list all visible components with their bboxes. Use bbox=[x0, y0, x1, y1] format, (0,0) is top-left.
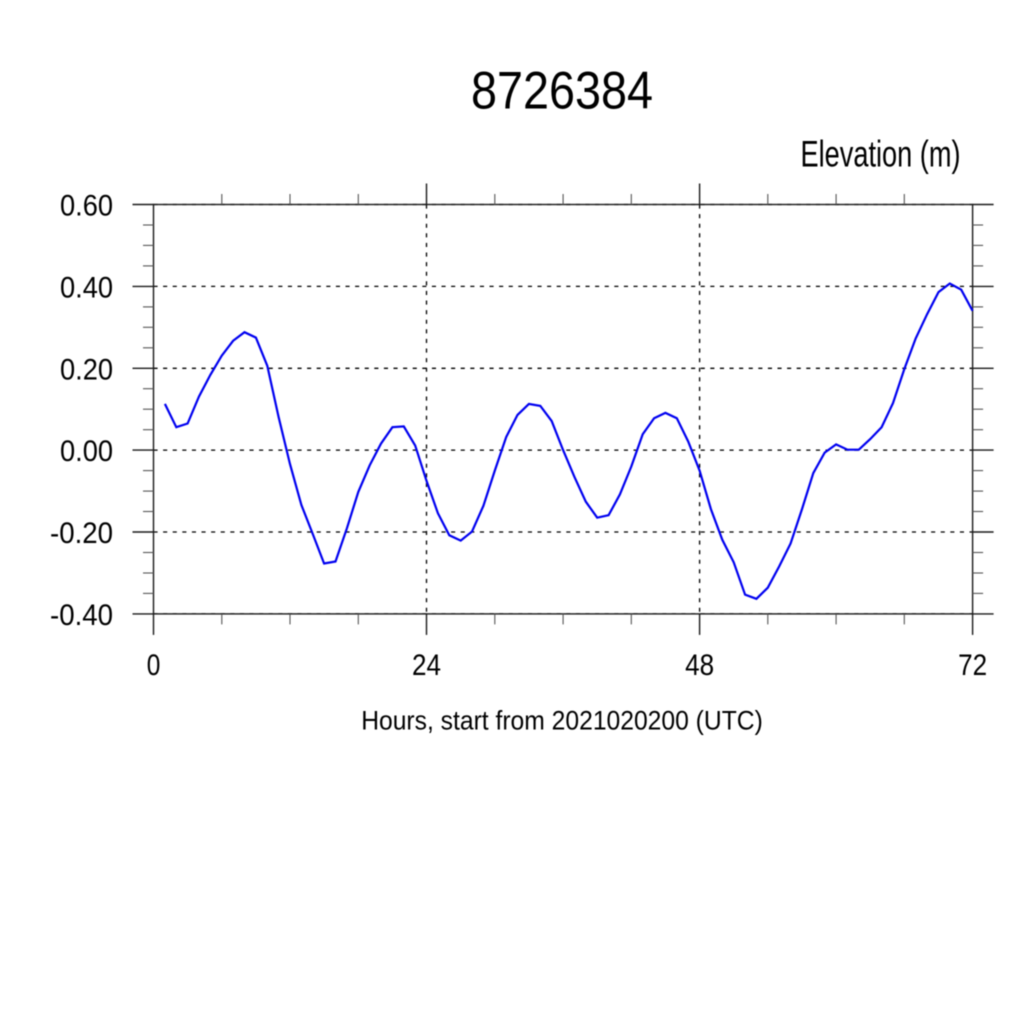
svg-text:0.40: 0.40 bbox=[60, 271, 113, 304]
svg-text:-0.20: -0.20 bbox=[50, 517, 113, 550]
svg-text:48: 48 bbox=[685, 649, 714, 682]
svg-text:0.20: 0.20 bbox=[60, 353, 113, 386]
svg-text:0: 0 bbox=[147, 649, 161, 682]
svg-text:0.00: 0.00 bbox=[60, 435, 113, 468]
svg-text:Hours, start from 2021020200 (: Hours, start from 2021020200 (UTC) bbox=[361, 705, 763, 735]
svg-text:72: 72 bbox=[958, 649, 987, 682]
svg-text:24: 24 bbox=[412, 649, 441, 682]
svg-text:0.60: 0.60 bbox=[60, 190, 113, 223]
svg-text:8726384: 8726384 bbox=[471, 62, 653, 121]
svg-text:-0.40: -0.40 bbox=[50, 599, 113, 632]
svg-text:Elevation (m): Elevation (m) bbox=[801, 134, 961, 175]
